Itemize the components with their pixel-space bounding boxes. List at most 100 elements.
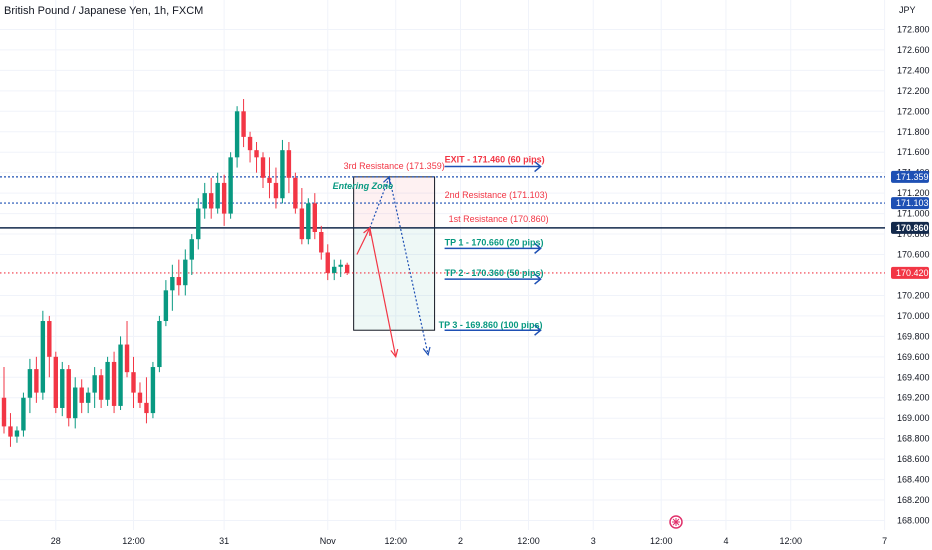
candle-body[interactable] — [79, 387, 84, 403]
candle-body[interactable] — [157, 321, 162, 368]
candle-body[interactable] — [189, 239, 194, 260]
candle-body[interactable] — [118, 344, 123, 406]
y-tick-label: 171.200 — [897, 188, 930, 198]
y-tick-label: 168.200 — [897, 495, 930, 505]
candle-body[interactable] — [306, 203, 311, 240]
candle-body[interactable] — [60, 369, 65, 408]
y-tick-label: 171.000 — [897, 209, 930, 219]
x-tick-label: 3 — [591, 536, 596, 546]
y-tick-label: 168.400 — [897, 475, 930, 485]
arrowhead — [534, 273, 542, 285]
candle-body[interactable] — [286, 150, 292, 178]
candle-body[interactable] — [170, 277, 175, 291]
candle-body[interactable] — [196, 208, 201, 240]
y-tick-label: 171.600 — [897, 147, 930, 157]
y-tick-label: 169.600 — [897, 352, 930, 362]
x-tick-label: 7 — [882, 536, 887, 546]
candle-body[interactable] — [228, 157, 233, 214]
candle-body[interactable] — [325, 252, 330, 273]
candle-body[interactable] — [254, 150, 259, 158]
candle-body[interactable] — [176, 277, 182, 286]
candle-body[interactable] — [209, 193, 214, 209]
stop-zone-box[interactable] — [353, 176, 435, 228]
candle-body[interactable] — [150, 367, 156, 414]
arrowhead — [534, 160, 542, 173]
annotation-tp1: TP 1 - 170.660 (20 pips) — [445, 237, 544, 247]
candle-body[interactable] — [332, 266, 337, 273]
candle-body[interactable] — [267, 177, 272, 183]
y-tick-label: 172.400 — [897, 65, 930, 75]
candle-body[interactable] — [144, 402, 149, 414]
candle-body[interactable] — [98, 375, 104, 400]
candle-body[interactable] — [260, 157, 266, 178]
arrowhead — [534, 242, 542, 254]
price-tag-label: 170.420 — [896, 268, 929, 278]
candle-body[interactable] — [183, 259, 188, 286]
target-zone-box[interactable] — [353, 227, 435, 331]
price-tag-label: 171.359 — [896, 172, 929, 182]
annotation-tp3: TP 3 - 169.860 (100 pips) — [439, 320, 543, 330]
annotation-resistance-3: 3rd Resistance (171.359) — [344, 161, 445, 171]
arrowhead — [534, 324, 542, 336]
x-tick-label: 12:00 — [779, 536, 802, 546]
price-tag[interactable] — [891, 197, 929, 210]
candle-body[interactable] — [14, 430, 20, 437]
x-tick-label: 12:00 — [650, 536, 673, 546]
candle-body[interactable] — [293, 177, 298, 209]
candle-body[interactable] — [241, 111, 246, 137]
x-tick-label: 12:00 — [384, 536, 407, 546]
flag-icon[interactable] — [669, 515, 683, 529]
arrowhead — [390, 348, 399, 359]
arrowhead — [363, 226, 371, 236]
projection-path-dotted — [369, 174, 429, 355]
candle-body[interactable] — [111, 361, 117, 406]
candle-body[interactable] — [202, 193, 207, 209]
candle-body[interactable] — [53, 356, 58, 408]
candle-body[interactable] — [221, 182, 227, 214]
candle-body[interactable] — [105, 361, 110, 400]
candle-body[interactable] — [319, 232, 324, 253]
candle-body[interactable] — [92, 375, 97, 393]
x-tick-label: Nov — [320, 536, 337, 546]
candle-body[interactable] — [234, 111, 240, 158]
candle-body[interactable] — [1, 397, 7, 427]
candle-body[interactable] — [273, 182, 279, 199]
currency-label: JPY — [899, 5, 916, 15]
x-tick-label: 12:00 — [517, 536, 540, 546]
x-tick-label: 31 — [219, 536, 229, 546]
arrowhead — [422, 346, 431, 357]
candle-body[interactable] — [34, 369, 39, 393]
candle-body[interactable] — [344, 264, 350, 273]
candle-body[interactable] — [40, 321, 46, 393]
candle-body[interactable] — [85, 392, 91, 403]
candle-body[interactable] — [137, 392, 143, 403]
candle-body[interactable] — [131, 372, 136, 393]
candle-body[interactable] — [299, 208, 305, 240]
candle-body[interactable] — [338, 264, 343, 267]
y-tick-label: 169.400 — [897, 372, 930, 382]
arrowhead — [383, 175, 391, 185]
x-tick-label: 12:00 — [122, 536, 145, 546]
y-tick-label: 172.600 — [897, 45, 930, 55]
candle-body[interactable] — [47, 321, 52, 357]
price-tag[interactable] — [891, 170, 929, 183]
candle-body[interactable] — [8, 426, 13, 437]
candle-body[interactable] — [280, 150, 285, 199]
candle-body[interactable] — [73, 387, 78, 419]
candle-body[interactable] — [163, 290, 169, 322]
candle-body[interactable] — [66, 369, 71, 419]
candle-body[interactable] — [27, 369, 33, 398]
y-tick-label: 168.600 — [897, 454, 930, 464]
y-tick-label: 170.200 — [897, 290, 930, 300]
annotation-exit: EXIT - 171.460 (60 pips) — [445, 155, 545, 165]
candle-body[interactable] — [215, 182, 220, 209]
y-tick-label: 169.000 — [897, 413, 930, 423]
candle-body[interactable] — [247, 136, 253, 151]
candle-body[interactable] — [124, 344, 130, 373]
candle-body[interactable] — [21, 397, 26, 431]
annotation-resistance-2: 2nd Resistance (171.103) — [445, 190, 548, 200]
price-tag[interactable] — [891, 266, 929, 279]
candle-body[interactable] — [312, 203, 317, 233]
price-tag[interactable] — [891, 221, 929, 234]
